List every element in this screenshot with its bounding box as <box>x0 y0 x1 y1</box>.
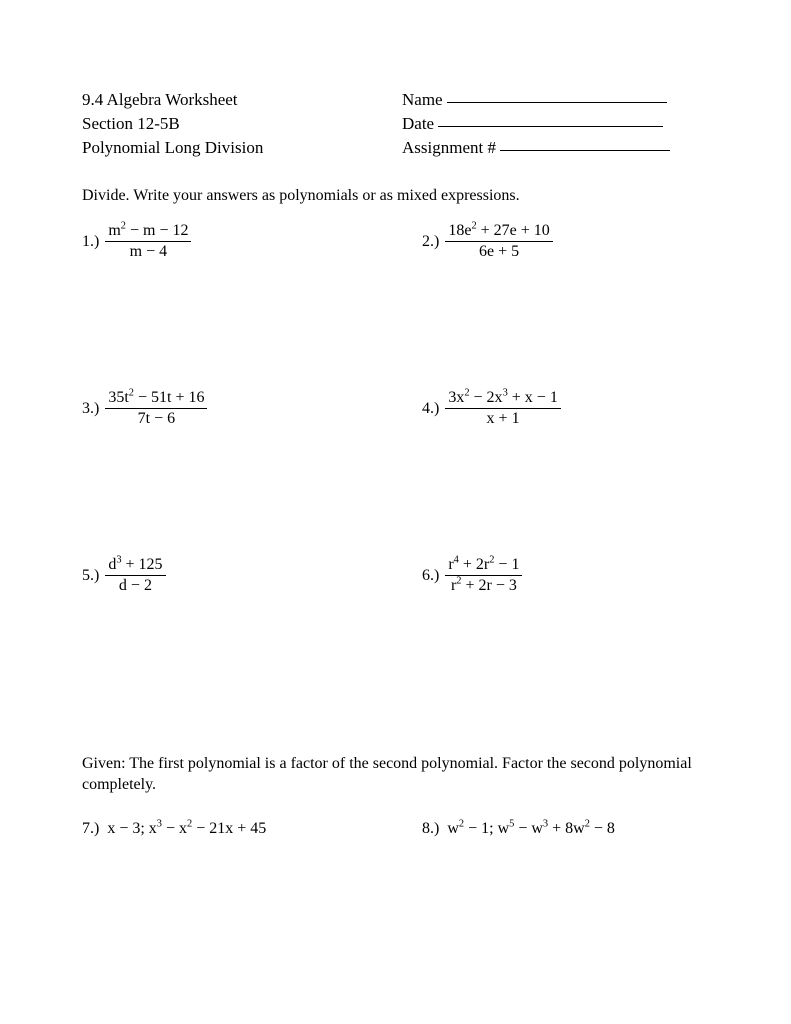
problem-7: 7.) x − 3; x3 − x2 − 21x + 45 <box>82 820 422 838</box>
numerator: 35t2 − 51t + 16 <box>105 390 207 409</box>
problem-4: 4.) 3x2 − 2x3 + x − 1 x + 1 <box>422 390 709 427</box>
problem-6: 6.) r4 + 2r2 − 1 r2 + 2r − 3 <box>422 557 709 594</box>
numerator: 18e2 + 27e + 10 <box>445 223 552 242</box>
expression: x − 3; x3 − x2 − 21x + 45 <box>107 820 266 837</box>
expression: w2 − 1; w5 − w3 + 8w2 − 8 <box>447 820 615 837</box>
part1-instructions: Divide. Write your answers as polynomial… <box>82 187 709 205</box>
problem-number: 8.) <box>422 820 439 837</box>
problem-number: 6.) <box>422 567 439 585</box>
problem-number: 4.) <box>422 400 439 418</box>
fraction: 3x2 − 2x3 + x − 1 x + 1 <box>445 390 560 427</box>
denominator: 6e + 5 <box>445 242 552 260</box>
part2-instructions: Given: The first polynomial is a factor … <box>82 754 709 796</box>
assignment-field: Assignment # <box>402 136 709 160</box>
fraction: r4 + 2r2 − 1 r2 + 2r − 3 <box>445 557 522 594</box>
fraction: 35t2 − 51t + 16 7t − 6 <box>105 390 207 427</box>
problem-5: 5.) d3 + 125 d − 2 <box>82 557 422 594</box>
numerator: d3 + 125 <box>105 557 165 576</box>
problem-number: 5.) <box>82 567 99 585</box>
problem-number: 3.) <box>82 400 99 418</box>
denominator: m − 4 <box>105 242 191 260</box>
header-row-2: Section 12-5B Date <box>82 112 709 136</box>
problem-row-2: 7.) x − 3; x3 − x2 − 21x + 45 8.) w2 − 1… <box>82 820 709 838</box>
worksheet-header: 9.4 Algebra Worksheet Name Section 12-5B… <box>82 88 709 159</box>
part2: Given: The first polynomial is a factor … <box>82 754 709 838</box>
name-field: Name <box>402 88 709 112</box>
worksheet-section: Section 12-5B <box>82 112 402 136</box>
problem-number: 7.) <box>82 820 99 837</box>
problem-3: 3.) 35t2 − 51t + 16 7t − 6 <box>82 390 422 427</box>
fraction: m2 − m − 12 m − 4 <box>105 223 191 260</box>
problem-number: 2.) <box>422 233 439 251</box>
date-blank[interactable] <box>438 126 663 127</box>
numerator: 3x2 − 2x3 + x − 1 <box>445 390 560 409</box>
assignment-label: Assignment # <box>402 138 496 157</box>
numerator: m2 − m − 12 <box>105 223 191 242</box>
problem-grid: 1.) m2 − m − 12 m − 4 2.) 18e2 + 27e + 1… <box>82 223 709 594</box>
header-row-3: Polynomial Long Division Assignment # <box>82 136 709 160</box>
name-blank[interactable] <box>447 102 667 103</box>
denominator: 7t − 6 <box>105 409 207 427</box>
denominator: r2 + 2r − 3 <box>445 576 522 594</box>
denominator: x + 1 <box>445 409 560 427</box>
worksheet-title: 9.4 Algebra Worksheet <box>82 88 402 112</box>
worksheet-page: 9.4 Algebra Worksheet Name Section 12-5B… <box>0 0 791 878</box>
header-row-1: 9.4 Algebra Worksheet Name <box>82 88 709 112</box>
problem-1: 1.) m2 − m − 12 m − 4 <box>82 223 422 260</box>
assignment-blank[interactable] <box>500 150 670 151</box>
problem-number: 1.) <box>82 233 99 251</box>
fraction: d3 + 125 d − 2 <box>105 557 165 594</box>
denominator: d − 2 <box>105 576 165 594</box>
worksheet-topic: Polynomial Long Division <box>82 136 402 160</box>
fraction: 18e2 + 27e + 10 6e + 5 <box>445 223 552 260</box>
problem-2: 2.) 18e2 + 27e + 10 6e + 5 <box>422 223 709 260</box>
name-label: Name <box>402 90 443 109</box>
problem-8: 8.) w2 − 1; w5 − w3 + 8w2 − 8 <box>422 820 709 838</box>
numerator: r4 + 2r2 − 1 <box>445 557 522 576</box>
date-label: Date <box>402 114 434 133</box>
date-field: Date <box>402 112 709 136</box>
